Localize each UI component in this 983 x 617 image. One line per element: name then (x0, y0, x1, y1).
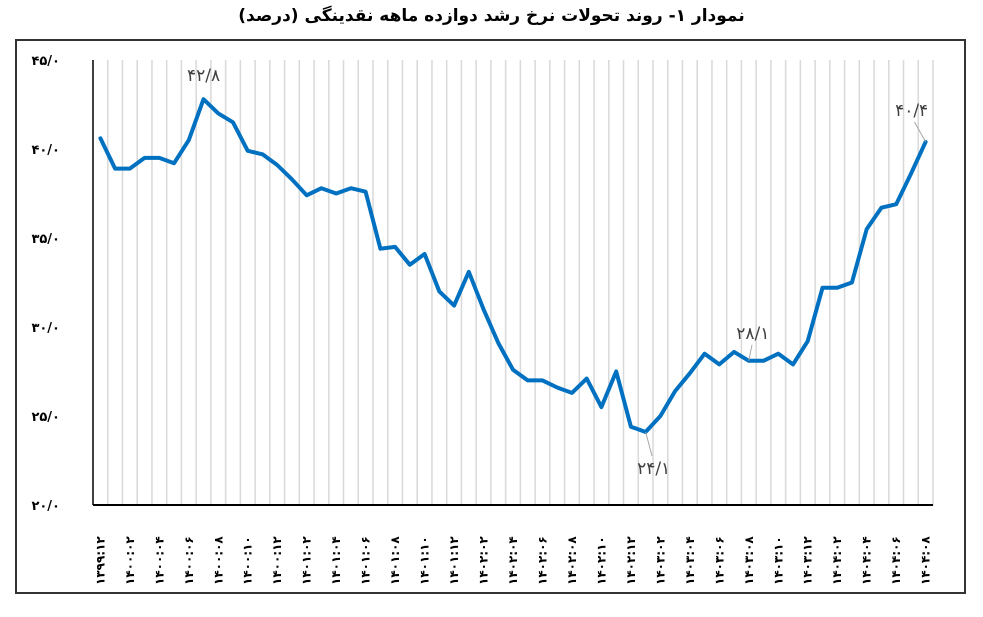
x-tick-label: ۱۴۰۰:۱۲ (270, 536, 284, 585)
label-leader-line (913, 121, 927, 143)
x-tick-label: ۱۴۰۱:۱۰ (418, 536, 432, 585)
x-tick-label: ۱۴۰۴:۰۸ (919, 536, 933, 585)
x-tick-label: ۱۴۰۳:۰۸ (742, 536, 756, 585)
y-tick-label: ۳۰/۰ (31, 321, 60, 336)
label-leader-line (748, 344, 753, 361)
x-tick-label: ۱۴۰۳:۰۴ (683, 536, 697, 585)
y-tick-label: ۳۵/۰ (31, 232, 60, 247)
x-tick-label: ۱۴۰۱:۰۲ (300, 536, 314, 585)
x-tick-label: ۱۳۹۹:۱۲ (93, 536, 107, 585)
data-labels: ۴۲/۸ ۲۴/۱ ۲۸/۱ ۴۰/۴ (187, 66, 928, 479)
data-label: ۲۸/۱ (736, 324, 769, 344)
x-tick-label: ۱۴۰۱:۱۲ (447, 536, 461, 585)
x-tick-label: ۱۴۰۳:۱۲ (801, 536, 815, 585)
x-tick-label: ۱۴۰۲:۰۸ (565, 536, 579, 585)
vertical-gridlines (106, 60, 934, 505)
x-tick-label: ۱۴۰۰:۰۶ (182, 536, 196, 585)
x-tick-label: ۱۴۰۲:۰۲ (477, 536, 491, 585)
x-tick-label: ۱۴۰۴:۰۴ (860, 536, 874, 585)
x-tick-label: ۱۴۰۱:۰۸ (388, 536, 402, 585)
y-tick-label: ۲۵/۰ (31, 410, 60, 425)
x-tick-label: ۱۴۰۴:۰۲ (830, 536, 844, 585)
y-tick-label: ۴۰/۰ (31, 143, 60, 158)
y-tick-label: ۴۵/۰ (31, 54, 60, 69)
x-tick-label: ۱۴۰۰:۰۲ (123, 536, 137, 585)
x-axis: ۱۳۹۹:۱۲ ۱۴۰۰:۰۲ ۱۴۰۰:۰۴ ۱۴۰۰:۰۶ ۱۴۰۰:۰۸ ۱۴۰۰:… (93, 504, 933, 585)
data-label: ۲۴/۱ (637, 459, 670, 479)
label-leader-line (645, 431, 653, 457)
y-tick-label: ۲۰/۰ (31, 499, 60, 514)
x-tick-label: ۱۴۰۱:۰۴ (329, 536, 343, 585)
x-tick-label: ۱۴۰۲:۰۴ (506, 536, 520, 585)
chart-frame (15, 39, 966, 594)
x-tick-label: ۱۴۰۳:۰۶ (712, 536, 726, 585)
x-tick-label: ۱۴۰۳:۰۲ (653, 536, 667, 585)
x-tick-label: ۱۴۰۲:۱۰ (594, 536, 608, 585)
x-tick-label: ۱۴۰۰:۰۸ (211, 536, 225, 585)
x-tick-label: ۱۴۰۰:۱۰ (241, 536, 255, 585)
x-tick-label: ۱۴۰۲:۰۶ (535, 536, 549, 585)
data-label: ۴۰/۴ (895, 101, 928, 121)
x-tick-label: ۱۴۰۲:۱۲ (624, 536, 638, 585)
y-axis: ۲۰/۰ ۲۵/۰ ۳۰/۰ ۳۵/۰ ۴۰/۰ ۴۵/۰ (31, 54, 94, 514)
x-tick-label: ۱۴۰۰:۰۴ (152, 536, 166, 585)
series-line (98, 97, 928, 434)
data-label: ۴۲/۸ (187, 66, 220, 86)
x-tick-label: ۱۴۰۱:۰۶ (359, 536, 373, 585)
x-tick-label: ۱۴۰۳:۱۰ (771, 536, 785, 585)
x-tick-label: ۱۴۰۴:۰۶ (889, 536, 903, 585)
chart-title: نمودار ۱- روند تحولات نرخ رشد دوازده ماه… (238, 6, 745, 26)
